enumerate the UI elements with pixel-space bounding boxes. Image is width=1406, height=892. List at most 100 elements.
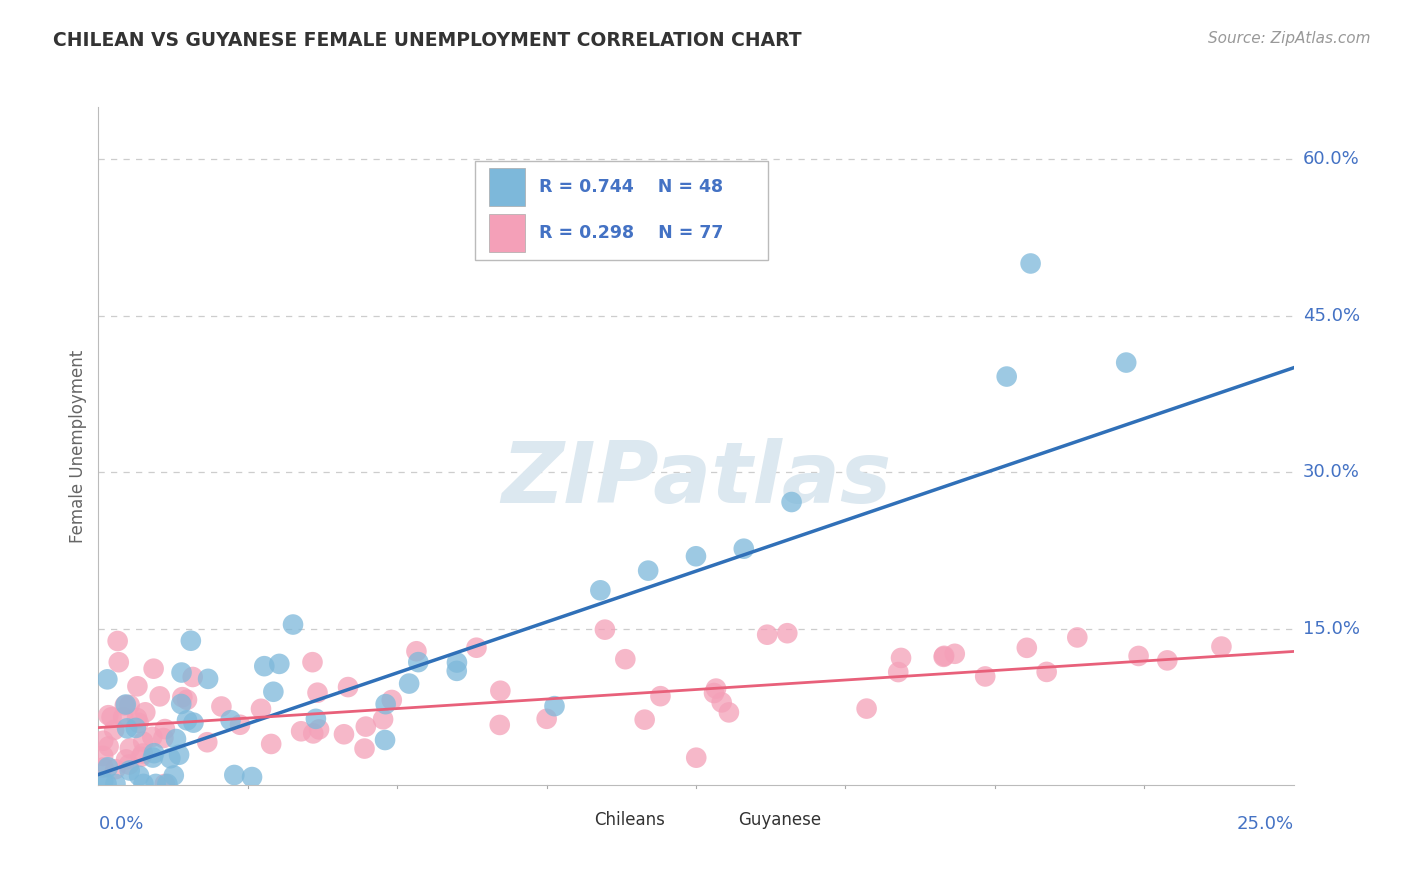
Point — [374, 697, 396, 711]
Point — [354, 720, 377, 734]
Point — [337, 680, 360, 694]
Point — [543, 699, 565, 714]
Point — [995, 369, 1018, 384]
Point — [118, 698, 141, 712]
Point — [465, 640, 488, 655]
Text: 0.0%: 0.0% — [98, 815, 143, 833]
Point — [163, 768, 186, 782]
Text: R = 0.298    N = 77: R = 0.298 N = 77 — [540, 224, 724, 242]
Point — [114, 698, 136, 712]
Point — [224, 768, 246, 782]
Point — [114, 698, 136, 713]
Point — [104, 777, 127, 791]
Point — [1128, 648, 1150, 663]
Point — [176, 714, 198, 728]
Point — [353, 741, 375, 756]
Point — [103, 723, 125, 737]
Point — [132, 777, 155, 791]
Point — [142, 750, 165, 764]
FancyBboxPatch shape — [702, 808, 728, 834]
Point — [733, 541, 755, 556]
Text: 25.0%: 25.0% — [1236, 815, 1294, 833]
Point — [1115, 355, 1137, 369]
Point — [118, 757, 141, 772]
Point — [127, 679, 149, 693]
Point — [128, 715, 150, 730]
Point — [181, 670, 204, 684]
Point — [1066, 631, 1088, 645]
Point — [132, 747, 155, 761]
Point — [371, 712, 394, 726]
Point — [710, 695, 733, 709]
Point — [536, 712, 558, 726]
Point — [685, 549, 707, 564]
Point — [1035, 665, 1057, 679]
Point — [614, 652, 637, 666]
Point — [488, 718, 510, 732]
Text: R = 0.744    N = 48: R = 0.744 N = 48 — [540, 178, 724, 196]
Point — [141, 730, 163, 744]
Point — [776, 626, 799, 640]
Point — [890, 651, 912, 665]
Point — [305, 712, 328, 726]
Point — [250, 702, 273, 716]
Point — [887, 665, 910, 679]
FancyBboxPatch shape — [489, 214, 524, 252]
Point — [637, 564, 659, 578]
Point — [156, 777, 179, 791]
Point — [333, 727, 356, 741]
Point — [381, 693, 404, 707]
Point — [107, 655, 129, 669]
Point — [1156, 653, 1178, 667]
Point — [91, 748, 114, 763]
Point — [115, 722, 138, 736]
Point — [125, 721, 148, 735]
Point — [167, 747, 190, 762]
Point — [446, 656, 468, 670]
Point — [240, 770, 263, 784]
Point — [153, 777, 176, 791]
Point — [180, 633, 202, 648]
Text: Source: ZipAtlas.com: Source: ZipAtlas.com — [1208, 31, 1371, 46]
Point — [932, 649, 955, 664]
Point — [91, 774, 114, 789]
Point — [589, 583, 612, 598]
Text: 30.0%: 30.0% — [1303, 463, 1360, 481]
Point — [170, 665, 193, 680]
Point — [634, 713, 657, 727]
Point — [115, 752, 138, 766]
Point — [118, 741, 141, 756]
Point — [269, 657, 291, 671]
Point — [97, 760, 120, 774]
Point — [253, 659, 276, 673]
Point — [974, 669, 997, 683]
Point — [145, 777, 167, 791]
Point — [717, 706, 740, 720]
Point — [408, 655, 430, 669]
Point — [170, 697, 193, 711]
Point — [398, 676, 420, 690]
Point — [489, 683, 512, 698]
FancyBboxPatch shape — [489, 169, 524, 205]
Point — [96, 673, 118, 687]
Point — [112, 710, 135, 724]
Point — [1019, 256, 1042, 270]
Point — [756, 628, 779, 642]
Point — [1211, 640, 1233, 654]
Point — [118, 764, 141, 778]
Point — [176, 692, 198, 706]
Point — [260, 737, 283, 751]
Text: 45.0%: 45.0% — [1303, 307, 1360, 325]
Text: ZIPatlas: ZIPatlas — [501, 438, 891, 522]
Point — [125, 711, 148, 725]
Point — [934, 648, 956, 663]
Point — [302, 726, 325, 740]
Point — [281, 617, 304, 632]
FancyBboxPatch shape — [475, 161, 768, 260]
Point — [219, 713, 242, 727]
Point — [650, 689, 672, 703]
Point — [97, 708, 120, 723]
Point — [290, 724, 312, 739]
Point — [165, 732, 187, 747]
Point — [855, 701, 877, 715]
